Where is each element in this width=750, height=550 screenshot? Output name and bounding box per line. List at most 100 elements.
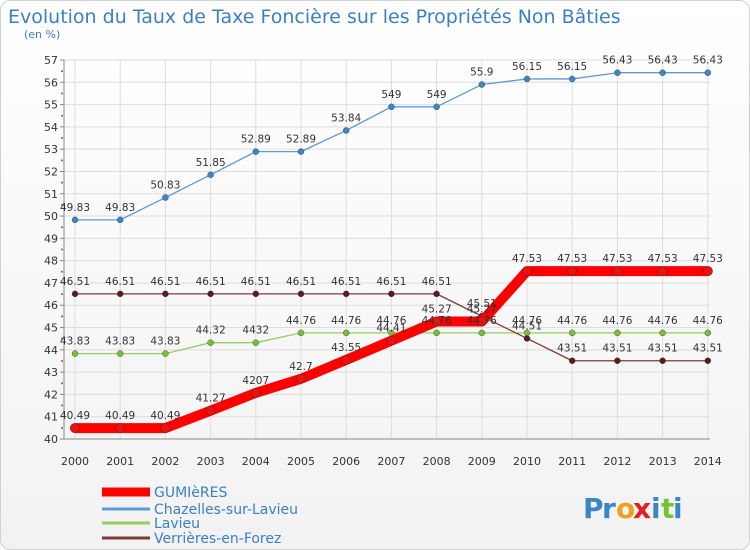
y-minor-tick xyxy=(61,92,63,95)
data-point xyxy=(207,339,214,346)
y-tick-label: 49 xyxy=(44,232,58,245)
data-label: 4432 xyxy=(242,325,269,337)
logo-letter: r xyxy=(602,492,617,525)
data-label: 44.76 xyxy=(331,315,361,327)
data-label: 42.7 xyxy=(289,361,312,373)
logo-letter: i xyxy=(673,492,684,525)
data-label: 43.51 xyxy=(693,343,723,355)
legend-label: GUMIèRES xyxy=(154,485,227,501)
data-label: 45.51 xyxy=(467,298,497,310)
data-point xyxy=(252,148,260,155)
proxiti-logo: Pr oxi ti xyxy=(583,492,684,525)
y-tick-labels: 40 41 42 43 44 45 46 47 48 49 50 51 52 53 54 55 56 57 xyxy=(44,54,58,446)
data-label: 46.51 xyxy=(241,276,271,288)
y-tick-label: 56 xyxy=(44,76,58,89)
data-point xyxy=(703,266,713,276)
x-tick-label: 2005 xyxy=(287,455,315,468)
data-label: 40.49 xyxy=(150,410,180,422)
data-label: 44.76 xyxy=(467,315,497,327)
data-point xyxy=(659,69,666,76)
y-tick-label: 41 xyxy=(44,411,58,424)
x-tick-label: 2013 xyxy=(649,455,677,468)
x-tick-label: 2007 xyxy=(377,455,405,468)
data-point xyxy=(160,423,171,433)
data-label: 44.76 xyxy=(422,315,452,327)
data-point xyxy=(523,75,531,83)
y-minor-tick xyxy=(61,114,63,117)
data-label: 56.43 xyxy=(693,55,723,67)
y-minor-tick xyxy=(61,293,63,296)
y-tick-label: 45 xyxy=(44,322,58,335)
data-point xyxy=(433,290,440,298)
data-point xyxy=(207,290,214,298)
data-label: 56.15 xyxy=(557,61,587,73)
y-tick-label: 42 xyxy=(44,388,58,401)
data-point xyxy=(478,81,485,88)
data-point xyxy=(162,194,169,201)
data-label: 55.9 xyxy=(470,67,493,79)
y-tick-label: 48 xyxy=(44,255,58,268)
data-point xyxy=(297,148,305,155)
x-tick-label: 2000 xyxy=(61,455,89,468)
data-point xyxy=(207,171,214,179)
data-label: 43.51 xyxy=(602,343,632,355)
data-point xyxy=(388,290,395,298)
data-point xyxy=(659,329,666,337)
logo-letter: t xyxy=(661,492,675,525)
data-label: 45.27 xyxy=(422,304,452,316)
chart-subtitle: (en %) xyxy=(24,28,60,41)
data-label: 56.43 xyxy=(602,55,632,67)
y-tick-label: 57 xyxy=(44,54,58,67)
data-point xyxy=(341,355,351,365)
data-point xyxy=(251,388,261,398)
data-point xyxy=(614,69,621,76)
y-minor-tick xyxy=(61,203,63,206)
data-point xyxy=(388,103,395,111)
data-point xyxy=(343,329,350,337)
logo-letter: i xyxy=(651,492,662,525)
data-point xyxy=(116,290,124,298)
axes xyxy=(63,60,710,440)
data-point xyxy=(115,423,125,433)
y-tick-label: 47 xyxy=(44,277,58,290)
x-tick-label: 2001 xyxy=(106,455,134,468)
y-minor-tick xyxy=(61,226,63,229)
data-point xyxy=(612,266,623,276)
legend-label: Lavieu xyxy=(154,516,200,532)
data-label: 44.76 xyxy=(648,315,678,327)
data-label: 47.53 xyxy=(512,253,542,265)
data-point xyxy=(569,357,576,364)
x-tick-labels: 2000 2001 2002 2003 2004 2005 2006 2007 2008 2009… xyxy=(61,455,722,468)
data-label: 44.76 xyxy=(512,315,542,327)
data-point xyxy=(659,357,666,364)
data-point xyxy=(433,103,440,111)
data-label: 56.43 xyxy=(648,55,678,67)
legend: GUMIèRESChazelles-sur-LavieuLavieuVerriè… xyxy=(102,485,298,547)
data-label: 45.27 xyxy=(467,304,497,316)
data-point xyxy=(162,290,169,298)
x-tick-label: 2009 xyxy=(468,455,496,468)
data-point xyxy=(614,357,621,364)
data-point xyxy=(657,266,668,276)
y-minor-tick xyxy=(61,426,63,429)
x-tick-label: 2008 xyxy=(423,455,451,468)
data-point xyxy=(297,329,305,337)
data-point xyxy=(477,316,487,327)
y-tick-label: 40 xyxy=(44,433,58,446)
data-point xyxy=(297,290,305,298)
data-point xyxy=(431,316,442,327)
data-label: 46.51 xyxy=(150,276,180,288)
x-tick-label: 2011 xyxy=(558,455,586,468)
y-minor-tick xyxy=(61,382,63,385)
data-point xyxy=(386,335,397,346)
data-point xyxy=(343,290,350,298)
y-tick-label: 50 xyxy=(44,210,58,223)
data-label: 43.51 xyxy=(648,343,678,355)
data-label: 43.83 xyxy=(150,336,180,348)
y-minor-tick xyxy=(61,181,63,184)
data-labels: 49.83 49.83 50.83 51.85 52.89 52.89 53.84 549 54… xyxy=(60,55,723,422)
y-tick-label: 51 xyxy=(44,188,58,201)
data-label: 43.83 xyxy=(105,336,135,348)
data-point xyxy=(70,423,80,433)
